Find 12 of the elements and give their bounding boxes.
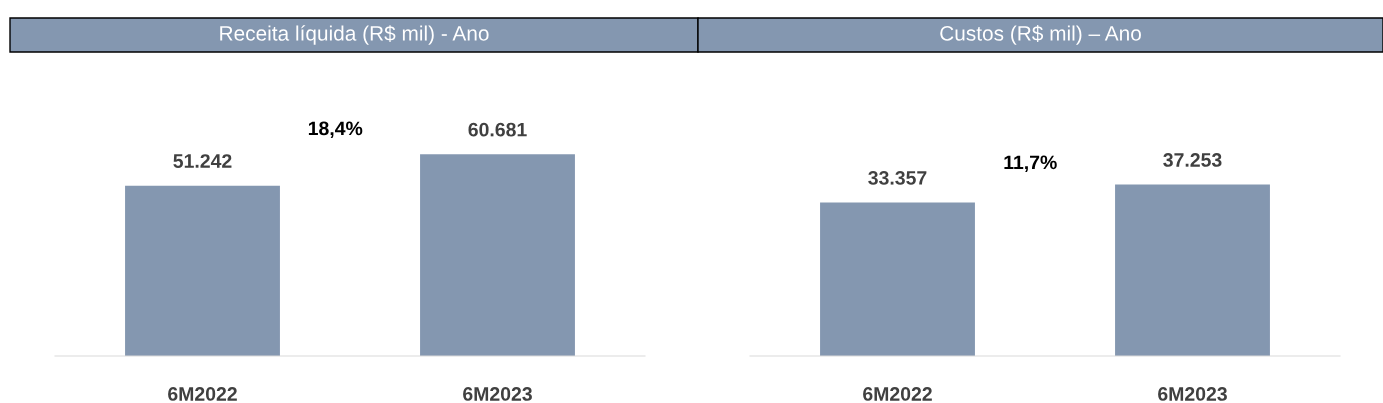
data-label: 51.242 xyxy=(173,154,232,168)
x-tick-label: 6M2022 xyxy=(863,387,932,401)
chart-title: Custos (R$ mil) – Ano xyxy=(940,25,1141,45)
data-label: 37.253 xyxy=(1163,153,1222,167)
chart-title: Receita líquida (R$ mil) - Ano xyxy=(220,25,489,45)
text: 18,4% xyxy=(308,121,363,139)
x-tick-label: 6M2023 xyxy=(463,387,532,401)
x-tick-label: 6M2023 xyxy=(1158,387,1227,401)
text: 11,7% xyxy=(1004,155,1057,173)
x-tick-label: 6M2022 xyxy=(168,387,237,401)
data-label: 33.357 xyxy=(868,171,927,185)
data-label: 60.681 xyxy=(468,122,527,137)
